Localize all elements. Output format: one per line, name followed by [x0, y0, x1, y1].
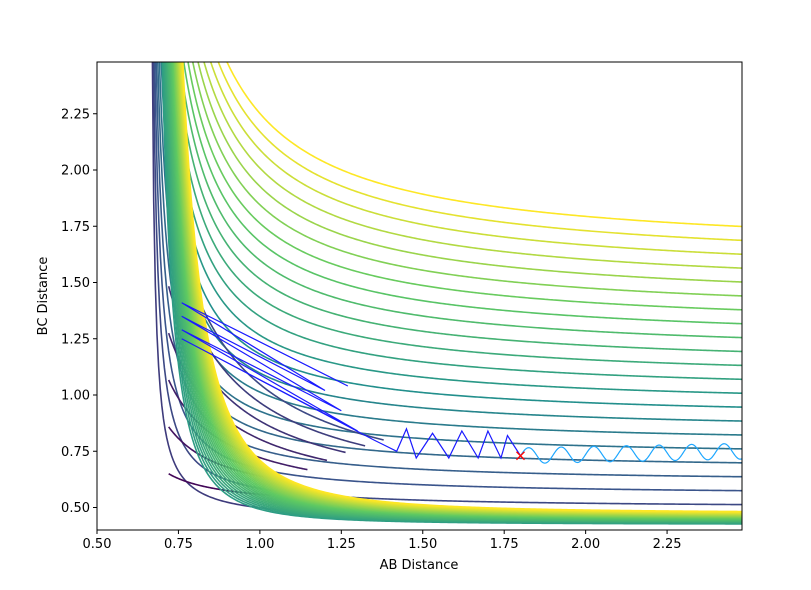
contour-line-4 — [156, 62, 742, 464]
contour-line-10 — [169, 62, 742, 381]
x-tick-label: 0.75 — [164, 537, 193, 552]
contour-line-13 — [179, 62, 742, 339]
x-axis-ticks: 0.50 0.75 1.00 1.25 1.50 1.75 2.00 2.25 — [83, 530, 682, 552]
x-tick-label: 1.25 — [327, 537, 356, 552]
y-tick-label: 1.50 — [61, 276, 90, 291]
contour-line-15 — [187, 62, 742, 311]
contour-line-19 — [209, 62, 742, 256]
contour-line-129 — [182, 62, 742, 513]
markers — [516, 451, 525, 461]
contour-line-20 — [217, 62, 742, 242]
contour-line-36 — [167, 192, 384, 441]
y-tick-label: 2.25 — [61, 107, 90, 122]
x-tick-label: 1.75 — [490, 537, 519, 552]
y-tick-label: 1.75 — [61, 220, 90, 235]
y-tick-label: 0.75 — [61, 445, 90, 460]
y-axis-label: BC Distance — [36, 257, 51, 336]
x-tick-label: 1.50 — [408, 537, 437, 552]
contour-line-3 — [155, 62, 742, 478]
trajectory-lines — [181, 302, 742, 464]
y-tick-label: 1.25 — [61, 332, 90, 347]
y-tick-label: 2.00 — [61, 164, 90, 179]
contour-line-14 — [182, 62, 742, 325]
x-tick-label: 1.00 — [245, 537, 274, 552]
y-tick-label: 0.50 — [61, 501, 90, 516]
x-tick-label: 2.25 — [653, 537, 682, 552]
trajectory-line-0 — [181, 302, 521, 460]
contour-line-11 — [172, 62, 742, 367]
x-tick-label: 0.50 — [83, 537, 112, 552]
contour-line-6 — [160, 62, 742, 436]
contour-line-9 — [167, 62, 742, 395]
contour-line-16 — [191, 62, 742, 297]
x-tick-label: 2.00 — [571, 537, 600, 552]
y-axis-ticks: 0.50 0.75 1.00 1.25 1.50 1.75 2.00 2.25 — [61, 107, 97, 516]
plot-frame — [96, 61, 743, 531]
marker-x-0 — [516, 451, 525, 461]
contour-line-8 — [164, 62, 742, 408]
contour-line-7 — [162, 62, 742, 422]
contour-lines — [151, 62, 742, 525]
contour-line-21 — [226, 62, 742, 228]
contour-line-17 — [197, 62, 742, 283]
contour-line-18 — [203, 62, 742, 269]
x-axis-label: AB Distance — [380, 558, 459, 573]
y-tick-label: 1.00 — [61, 389, 90, 404]
trajectory-line-1 — [519, 443, 742, 464]
contour-line-12 — [175, 62, 742, 353]
